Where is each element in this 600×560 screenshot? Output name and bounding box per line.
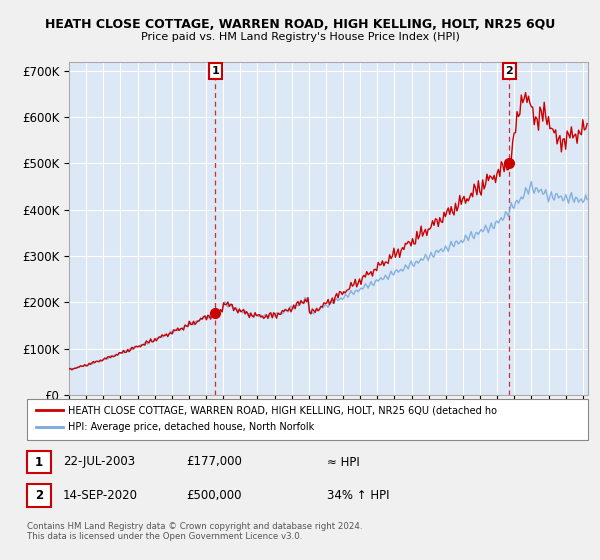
Text: 2: 2 [505, 66, 513, 76]
Text: Price paid vs. HM Land Registry's House Price Index (HPI): Price paid vs. HM Land Registry's House … [140, 32, 460, 43]
Text: £177,000: £177,000 [186, 455, 242, 469]
Text: HEATH CLOSE COTTAGE, WARREN ROAD, HIGH KELLING, HOLT, NR25 6QU: HEATH CLOSE COTTAGE, WARREN ROAD, HIGH K… [45, 18, 555, 31]
Text: 22-JUL-2003: 22-JUL-2003 [63, 455, 135, 469]
Text: 1: 1 [35, 455, 43, 469]
Text: 14-SEP-2020: 14-SEP-2020 [63, 489, 138, 502]
Text: HEATH CLOSE COTTAGE, WARREN ROAD, HIGH KELLING, HOLT, NR25 6QU (detached ho: HEATH CLOSE COTTAGE, WARREN ROAD, HIGH K… [68, 405, 497, 416]
Text: HPI: Average price, detached house, North Norfolk: HPI: Average price, detached house, Nort… [68, 422, 314, 432]
Text: ≈ HPI: ≈ HPI [327, 455, 360, 469]
Text: Contains HM Land Registry data © Crown copyright and database right 2024.
This d: Contains HM Land Registry data © Crown c… [27, 522, 362, 542]
Text: £500,000: £500,000 [186, 489, 241, 502]
Text: 2: 2 [35, 489, 43, 502]
Text: 34% ↑ HPI: 34% ↑ HPI [327, 489, 389, 502]
Text: 1: 1 [212, 66, 220, 76]
